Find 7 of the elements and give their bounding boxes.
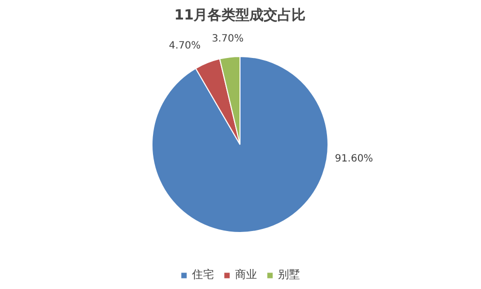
chart-title: 11月各类型成交占比 [174, 6, 306, 24]
legend-label: 别墅 [278, 267, 300, 282]
data-label: 91.60% [334, 153, 374, 164]
data-label: 3.70% [212, 34, 244, 45]
legend-label: 住宅 [192, 267, 214, 282]
data-label: 4.70% [168, 40, 201, 52]
legend-label: 商业 [235, 267, 257, 282]
